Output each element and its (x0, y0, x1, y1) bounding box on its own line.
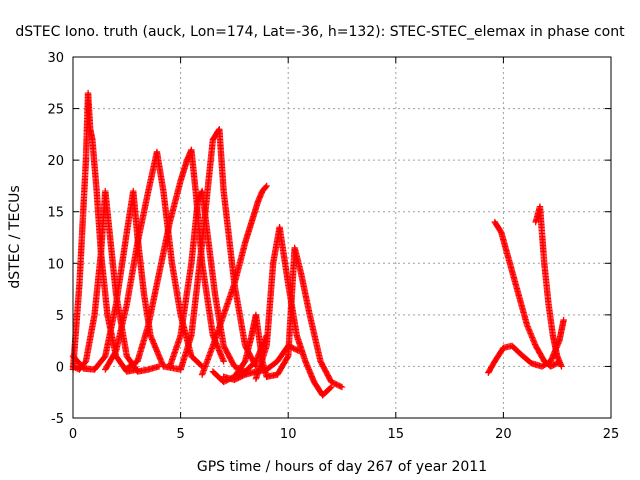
x-tick-label: 20 (495, 427, 512, 442)
y-tick-label: -5 (51, 412, 64, 427)
y-tick-label: 30 (47, 51, 64, 66)
data-point (263, 182, 270, 190)
y-tick-label: 15 (47, 206, 64, 221)
y-axis-title: dSTEC / TECUs (7, 185, 23, 288)
y-tick-label: 20 (47, 154, 64, 169)
data-series (198, 182, 270, 378)
plot-frame (72, 56, 612, 419)
data-series (102, 148, 206, 373)
data-series (69, 187, 184, 373)
y-tick-label: 10 (47, 257, 64, 272)
data-point (337, 383, 344, 390)
x-tick-label: 10 (280, 427, 297, 442)
x-tick-label: 0 (69, 427, 77, 442)
x-tick-label: 15 (388, 427, 405, 442)
data-series (263, 244, 346, 391)
x-axis-title: GPS time / hours of day 267 of year 2011 (197, 459, 487, 475)
data-point (558, 363, 565, 370)
data-series (231, 311, 270, 380)
data-point (326, 384, 334, 392)
data-point (220, 358, 227, 365)
data-marks (69, 89, 567, 399)
data-series (532, 203, 565, 370)
data-series (491, 218, 561, 370)
data-point (338, 383, 346, 391)
y-tick-label: 0 (56, 360, 64, 375)
x-tick-label: 25 (603, 427, 620, 442)
data-point (295, 347, 303, 355)
data-point (262, 183, 270, 191)
data-series (69, 89, 141, 375)
y-tick-label: 25 (47, 103, 64, 118)
chart-title: dSTEC Iono. truth (auck, Lon=174, Lat=-3… (15, 24, 625, 40)
y-tick-label: 5 (56, 309, 64, 324)
data-series (220, 342, 303, 384)
data-point (560, 316, 567, 324)
x-tick-label: 5 (176, 427, 184, 442)
data-series (485, 316, 567, 376)
axis-ticks: 0 5 10 15 20 25 -5 0 5 10 15 20 25 30 (47, 51, 619, 442)
data-point (294, 347, 301, 354)
